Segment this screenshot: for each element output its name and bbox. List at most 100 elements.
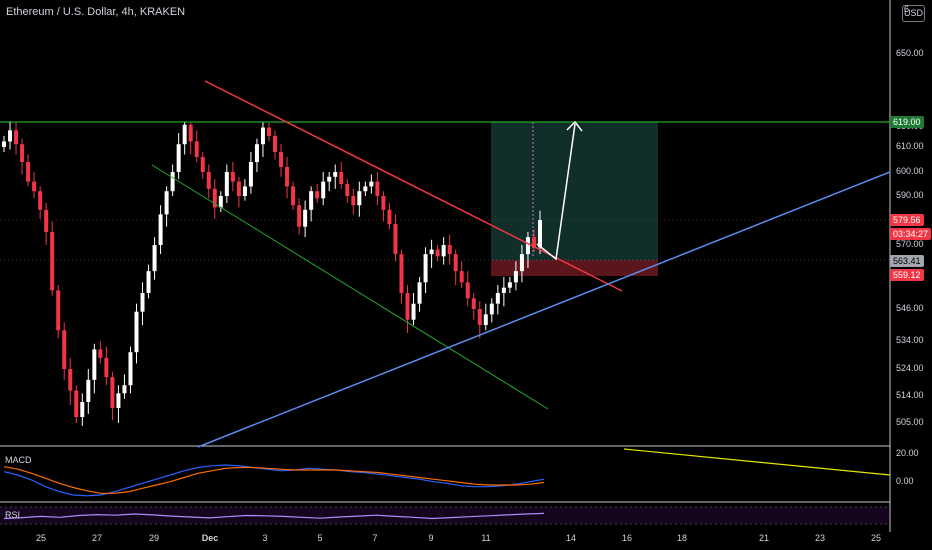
- candle-body: [507, 282, 512, 288]
- time-axis-label: 18: [676, 533, 688, 543]
- candle-body: [260, 127, 265, 145]
- candle-body: [200, 157, 205, 172]
- candle-body: [146, 271, 151, 293]
- candle-body: [218, 196, 223, 208]
- candle-body: [477, 309, 482, 325]
- candle-body: [38, 191, 43, 210]
- candle-body: [285, 167, 290, 187]
- candle-body: [128, 352, 133, 386]
- candle-body: [279, 152, 284, 167]
- time-axis-label: 25: [35, 533, 47, 543]
- candle-body: [538, 220, 542, 248]
- time-axis-label: 25: [870, 533, 882, 543]
- candle-body: [519, 254, 524, 272]
- candle-body: [405, 292, 410, 320]
- candle-body: [429, 249, 434, 255]
- time-axis-label: 16: [621, 533, 633, 543]
- candle-body: [411, 303, 416, 320]
- candle-body: [471, 298, 476, 309]
- candle-body: [134, 311, 139, 353]
- candle-body: [158, 214, 163, 245]
- candle-body: [357, 191, 362, 206]
- target-zone: [491, 122, 658, 260]
- time-axis-label: Dec: [201, 533, 219, 543]
- ascending-support-line: [197, 171, 891, 448]
- candle-body: [188, 124, 193, 142]
- rsi-line: [3, 512, 545, 520]
- price-tag: 03:34:27: [890, 228, 932, 240]
- candle-body: [104, 357, 109, 378]
- candle-body: [176, 144, 181, 172]
- price-axis-label: 546.00: [896, 303, 924, 313]
- candle-body: [86, 379, 91, 402]
- candle-body: [110, 377, 115, 408]
- stop-zone: [491, 260, 658, 276]
- price-axis-label: 6: [904, 4, 910, 14]
- candle-body: [381, 196, 386, 210]
- candle-body: [194, 141, 199, 157]
- candle-body: [453, 254, 458, 272]
- candle-body: [182, 124, 187, 145]
- candle-body: [92, 349, 97, 380]
- candle-body: [447, 245, 452, 255]
- macd-line: [3, 464, 545, 497]
- time-axis-label: 7: [372, 533, 378, 543]
- candle-body: [50, 231, 55, 291]
- candle-body: [116, 393, 121, 408]
- macd-axis-label: 0.00: [896, 476, 914, 486]
- candle-body: [140, 292, 145, 312]
- candle-body: [32, 181, 37, 192]
- candle-body: [459, 271, 464, 283]
- time-axis-label: 5: [317, 533, 323, 543]
- candle-body: [44, 209, 49, 232]
- projection-path: [536, 123, 576, 261]
- candle-body: [26, 162, 31, 182]
- symbol-title: Ethereum / U.S. Dollar, 4h, KRAKEN: [6, 6, 186, 18]
- candle-body: [74, 390, 79, 417]
- candle-body: [465, 282, 470, 299]
- candle-body: [309, 191, 314, 210]
- time-axis-label: 9: [428, 533, 434, 543]
- candle-body: [122, 385, 127, 394]
- candle-body: [242, 186, 247, 196]
- price-axis-label: 524.00: [896, 363, 924, 373]
- candle-body: [152, 245, 157, 272]
- candle-body: [483, 314, 488, 325]
- candle-body: [501, 287, 506, 293]
- price-axis-label: 534.00: [896, 335, 924, 345]
- candle-body: [266, 127, 271, 136]
- candle-body: [80, 402, 85, 417]
- candle-body: [98, 349, 103, 358]
- currency-button[interactable]: USD: [902, 5, 925, 22]
- time-axis-label: 21: [758, 533, 770, 543]
- price-axis-label: 600.00: [896, 166, 924, 176]
- time-axis-label: 11: [481, 533, 491, 543]
- candle-body: [489, 303, 494, 315]
- macd-label: MACD: [5, 455, 32, 465]
- price-axis-label: 610.00: [896, 141, 924, 151]
- candle-body: [531, 237, 536, 248]
- candle-body: [375, 181, 380, 196]
- candle-body: [230, 172, 235, 182]
- candle-body: [254, 144, 259, 162]
- macd-axis-label: 20.00: [896, 448, 919, 458]
- candle-body: [513, 271, 518, 283]
- candle-body: [164, 191, 169, 215]
- candle-body: [236, 181, 241, 196]
- candle-body: [297, 205, 302, 227]
- candle-body: [387, 209, 392, 225]
- price-tag: 559.12: [890, 269, 924, 281]
- macd-trend-line: [623, 448, 891, 476]
- candle-body: [56, 290, 61, 331]
- candle-body: [495, 292, 500, 304]
- candle-body: [273, 135, 278, 152]
- candle-body: [525, 237, 530, 255]
- time-axis-label: 14: [565, 533, 577, 543]
- candle-body: [417, 282, 422, 304]
- time-axis-label: 3: [262, 533, 268, 543]
- candle-body: [369, 181, 374, 187]
- price-axis-label: 505.00: [896, 417, 924, 427]
- projection-arrowhead: [566, 120, 583, 132]
- candle-body: [62, 330, 67, 369]
